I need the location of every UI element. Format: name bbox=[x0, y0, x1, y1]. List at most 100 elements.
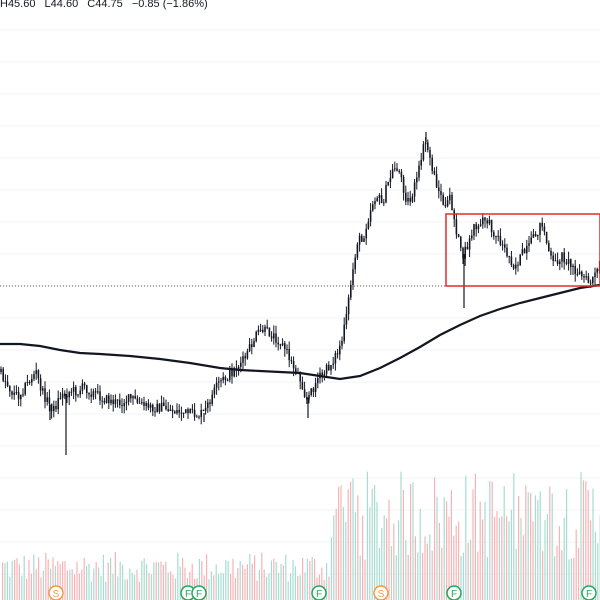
volume-bar bbox=[275, 561, 277, 600]
candle-body bbox=[55, 406, 57, 410]
candle-body bbox=[79, 390, 81, 395]
candle-body bbox=[581, 271, 583, 277]
volume-bar bbox=[74, 574, 76, 600]
candle-body bbox=[103, 400, 106, 403]
candle-body bbox=[466, 246, 469, 250]
volume-bar bbox=[11, 560, 13, 600]
candle-body bbox=[341, 340, 343, 346]
candle-body bbox=[132, 396, 134, 399]
volume-bar bbox=[179, 566, 181, 600]
candle-body bbox=[585, 276, 587, 278]
volume-bar bbox=[311, 557, 313, 600]
candle-body bbox=[123, 403, 125, 407]
moving-average-line bbox=[0, 283, 600, 381]
volume-bar bbox=[230, 573, 232, 600]
volume-bar bbox=[501, 516, 503, 600]
candle-body bbox=[583, 276, 585, 278]
candle-body bbox=[473, 224, 475, 236]
candle-body bbox=[332, 363, 334, 365]
volume-bar bbox=[210, 571, 212, 600]
candle-body bbox=[81, 383, 84, 391]
candle-body bbox=[484, 217, 486, 221]
candle-body bbox=[422, 144, 425, 160]
candle-body bbox=[523, 249, 526, 254]
candle-body bbox=[262, 329, 264, 332]
volume-bar bbox=[378, 548, 380, 600]
candle-body bbox=[361, 235, 363, 242]
volume-bar bbox=[390, 546, 392, 600]
candle-body bbox=[376, 198, 378, 202]
candle-body bbox=[220, 380, 222, 382]
volume-bar bbox=[18, 564, 20, 600]
volume-bar bbox=[338, 487, 340, 600]
candle-body bbox=[506, 247, 508, 257]
volume-bar bbox=[530, 493, 532, 600]
candle-body bbox=[35, 370, 37, 374]
candle-body bbox=[574, 265, 576, 274]
volume-bar bbox=[542, 551, 544, 600]
volume-bar bbox=[141, 560, 143, 600]
candle-body bbox=[451, 194, 453, 211]
financial-event-marker bbox=[191, 585, 207, 600]
candle-body bbox=[292, 361, 295, 369]
candle-body bbox=[125, 401, 128, 404]
candle-body bbox=[169, 409, 172, 411]
volume-bar bbox=[563, 517, 565, 600]
volume-bar bbox=[503, 486, 505, 600]
volume-bar bbox=[575, 529, 577, 600]
candle-layer bbox=[0, 132, 600, 455]
candle-body bbox=[493, 232, 495, 237]
candle-body bbox=[363, 238, 365, 242]
volume-bar bbox=[393, 523, 395, 600]
candle-body bbox=[189, 408, 191, 414]
candle-body bbox=[143, 402, 145, 406]
volume-bar bbox=[438, 523, 440, 600]
candle-body bbox=[158, 403, 161, 412]
volume-bar bbox=[38, 557, 40, 600]
volume-bar bbox=[354, 512, 356, 600]
candle-body bbox=[328, 364, 330, 371]
candle-body bbox=[431, 157, 433, 171]
volume-bar bbox=[213, 575, 215, 600]
volume-bar bbox=[160, 561, 162, 600]
candle-body bbox=[534, 234, 537, 237]
ohlc-legend: H45.60 L44.60 C44.75 −0.85 (−1.86%) bbox=[0, 0, 214, 12]
volume-bar bbox=[158, 562, 160, 600]
volume-bar bbox=[28, 560, 30, 600]
volume-bar bbox=[436, 496, 438, 600]
candle-body bbox=[303, 389, 306, 398]
volume-bar bbox=[263, 569, 265, 600]
volume-bar bbox=[486, 557, 488, 600]
volume-bar bbox=[534, 495, 536, 600]
volume-bar bbox=[306, 558, 308, 600]
candle-body bbox=[405, 192, 407, 202]
volume-bar bbox=[232, 558, 234, 600]
volume-bar bbox=[16, 558, 18, 600]
candle-body bbox=[39, 378, 42, 391]
candle-body bbox=[108, 395, 110, 404]
volume-bar bbox=[170, 571, 172, 600]
volume-bar bbox=[117, 576, 119, 600]
split-event-marker bbox=[48, 585, 64, 600]
candle-body bbox=[174, 411, 176, 414]
candle-body bbox=[99, 391, 101, 401]
candle-body bbox=[171, 409, 174, 412]
volume-bar bbox=[23, 555, 25, 600]
volume-bar bbox=[496, 511, 498, 600]
candle-body bbox=[187, 409, 189, 414]
legend-high: H45.60 bbox=[0, 0, 36, 10]
volume-bar bbox=[477, 551, 479, 600]
candle-body bbox=[251, 344, 253, 347]
volume-bar bbox=[412, 482, 414, 600]
volume-bar bbox=[251, 563, 253, 600]
candle-body bbox=[477, 226, 480, 230]
candle-body bbox=[233, 368, 235, 377]
candle-body bbox=[471, 235, 473, 239]
candle-body bbox=[369, 210, 372, 222]
candle-body bbox=[308, 395, 310, 400]
volume-bar bbox=[285, 554, 287, 600]
event-marker-label: F bbox=[586, 589, 592, 600]
candle-body bbox=[565, 262, 568, 264]
